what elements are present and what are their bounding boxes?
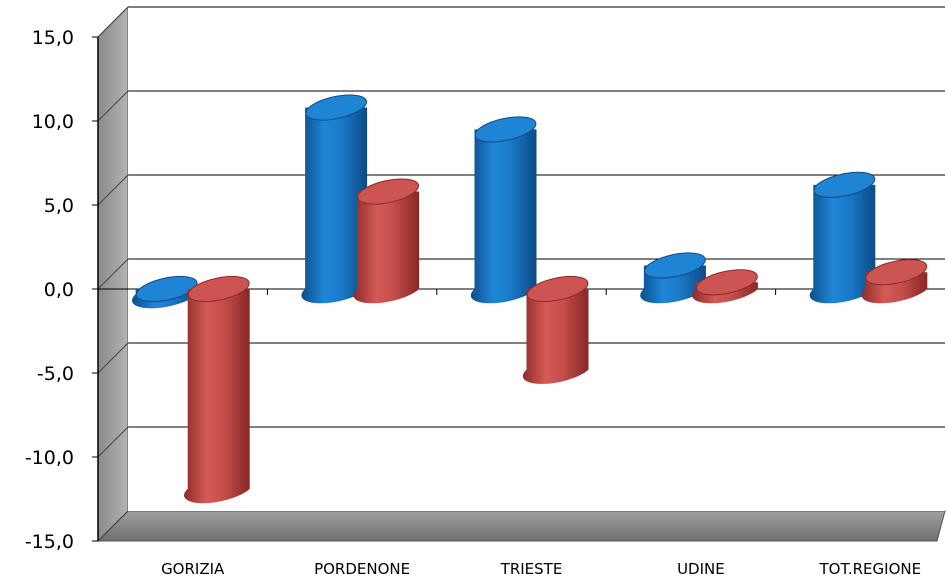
bar-series-2-udine [692,269,758,304]
wall-gridline [97,174,129,206]
bar-series-2-tot-regione [861,259,928,304]
bar-body [809,184,876,304]
bar-series-1-udine [640,252,706,304]
bar-body [184,289,250,504]
bar-cap [135,275,198,303]
wall-gridline [97,258,129,290]
bar-series-1-gorizia [132,275,198,309]
axis-ticks: 15,0 10,0 5,0 0,0 -5,0 -10,0 -15,0 GORIZIA PORDE… [25,27,921,577]
x-tick-label: TRIESTE [500,560,563,577]
bar-body [470,129,537,304]
bar-cap [695,269,758,296]
bar-series-1-pordenone [301,94,368,304]
bar-series-2-pordenone [353,178,420,304]
wall-gridline [97,510,129,542]
y-tick-label: -5,0 [37,363,74,385]
y-tick-label: -15,0 [25,531,74,553]
bar-cap [474,116,537,143]
bar-body [301,107,368,304]
bar-series-2-trieste [522,275,589,384]
bar-cap [305,94,368,121]
y-tick-label: 15,0 [32,27,74,49]
x-tick-label: UDINE [677,560,725,577]
wall-gridline [97,90,129,122]
x-tick-label: TOT.REGIONE [819,560,922,577]
bar-body [522,289,589,384]
wall-gridline [97,426,129,458]
bar-body [353,191,420,304]
bars-group [132,94,928,504]
y-tick-label: -10,0 [25,447,74,469]
floor [96,510,946,542]
x-tick-label: GORIZIA [161,560,225,577]
y-tick-label: 5,0 [44,195,74,217]
wall-gridline [97,342,129,374]
bar-cap [813,171,876,198]
x-tick-label: PORDENONE [314,560,410,577]
bar-cap [643,252,706,279]
bar-cap [357,178,420,205]
bar-series-2-gorizia [184,275,250,504]
y-tick-label: 0,0 [44,279,74,301]
wall-gridline [97,6,129,38]
y-tick-label: 10,0 [32,111,74,133]
bar-series-1-tot-regione [809,171,876,304]
bar-cap [187,275,250,303]
bar-series-1-trieste [470,116,537,304]
bar-cap [865,259,928,286]
bar-cap [526,275,589,303]
